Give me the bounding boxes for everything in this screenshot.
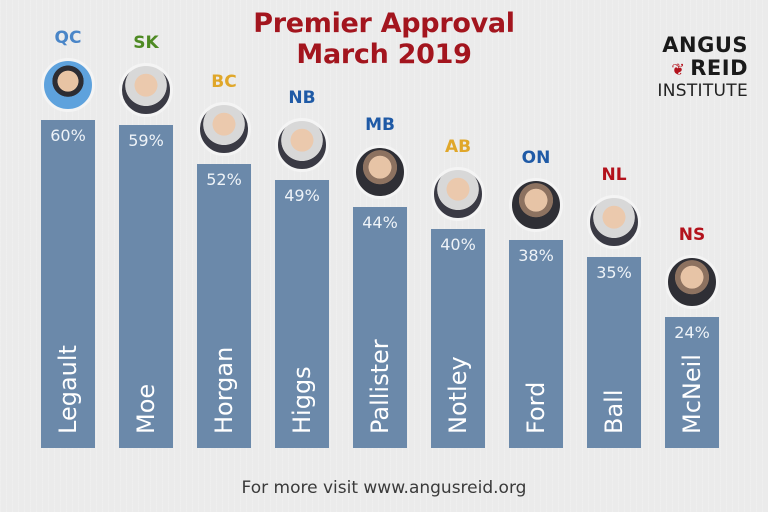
bar-mcneil: 24% McNeil: [665, 317, 719, 448]
bar-value-label: 49%: [284, 186, 320, 205]
premier-name: Notley: [444, 356, 472, 434]
bar-value-label: 44%: [362, 213, 398, 232]
bar-value-label: 35%: [596, 263, 632, 282]
chart-title-line2: March 2019: [296, 39, 472, 70]
premier-name: Ford: [522, 381, 550, 434]
premier-photo-avatar: [353, 145, 407, 199]
bar-value-label: 38%: [518, 246, 554, 265]
premier-photo-avatar: [275, 118, 329, 172]
premier-name: Horgan: [210, 346, 238, 434]
bar-pallister: 44% Pallister: [353, 207, 407, 448]
premier-photo-avatar: [197, 102, 251, 156]
premier-photo-avatar: [509, 178, 563, 232]
province-label: NB: [288, 88, 316, 108]
premier-photo-avatar: [431, 167, 485, 221]
premier-name: Ball: [600, 389, 628, 434]
logo-line1: ANGUS: [662, 33, 748, 57]
bar-legault: 60% Legault: [41, 120, 95, 448]
premier-name: Legault: [54, 345, 82, 434]
province-label: NS: [678, 225, 706, 245]
province-label: ON: [521, 148, 551, 168]
bar-notley: 40% Notley: [431, 229, 485, 448]
chart-title: Premier Approval March 2019: [200, 8, 568, 70]
logo-line3: INSTITUTE: [657, 81, 748, 101]
province-label: NL: [601, 165, 627, 185]
bar-value-label: 40%: [440, 235, 476, 254]
bar-value-label: 60%: [50, 126, 86, 145]
premier-name: Pallister: [366, 339, 394, 434]
logo-line2: ❦ REID: [612, 57, 748, 81]
premier-photo-avatar: [41, 58, 95, 112]
bar-value-label: 52%: [206, 170, 242, 189]
bar-horgan: 52% Horgan: [197, 164, 251, 448]
province-label: SK: [133, 33, 159, 53]
premier-name: McNeil: [678, 354, 706, 434]
bar-value-label: 24%: [674, 323, 710, 342]
maple-leaf-icon: ❦: [671, 60, 686, 79]
bar-moe: 59% Moe: [119, 125, 173, 448]
province-label: AB: [444, 137, 472, 157]
angus-reid-logo: ANGUS ❦ REID INSTITUTE: [612, 33, 748, 102]
chart-title-line1: Premier Approval: [253, 8, 515, 39]
footer-link-text: For more visit www.angusreid.org: [241, 478, 527, 498]
premier-photo-avatar: [665, 255, 719, 309]
logo-line2-text: REID: [690, 56, 748, 80]
premier-photo-avatar: [587, 195, 641, 249]
bar-value-label: 59%: [128, 131, 164, 150]
province-label: BC: [211, 72, 237, 92]
bar-ford: 38% Ford: [509, 240, 563, 448]
bar-ball: 35% Ball: [587, 257, 641, 448]
province-label: MB: [365, 115, 395, 135]
premier-name: Moe: [132, 383, 160, 434]
bar-higgs: 49% Higgs: [275, 180, 329, 448]
province-label: QC: [54, 28, 82, 48]
premier-name: Higgs: [288, 366, 316, 434]
premier-photo-avatar: [119, 63, 173, 117]
